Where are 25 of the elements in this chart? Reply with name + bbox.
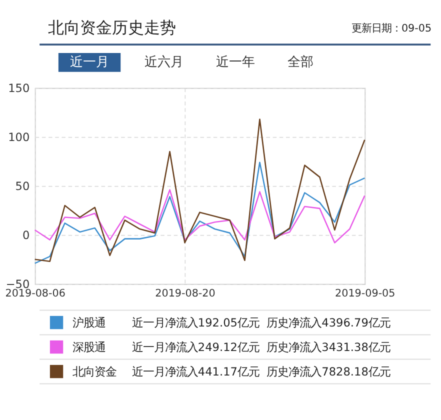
x-tick-label: 2019-08-20 [155, 288, 216, 300]
x-tick-label: 2019-09-05 [335, 288, 396, 300]
line-series [34, 118, 366, 262]
y-tick-label: 50 [15, 180, 30, 194]
text: 近一月净流入249.12亿元 [132, 340, 260, 354]
legend-label: 沪股通 [72, 316, 106, 330]
text: 近一年 [216, 55, 256, 70]
text: 历史净流入3431.38亿元 [266, 340, 390, 354]
text: 历史净流入4396.79亿元 [266, 316, 390, 330]
text: 近六月 [144, 55, 184, 70]
text: 全部 [288, 55, 314, 70]
y-tick-label: 100 [8, 131, 30, 144]
x-tick-label: 2019-08-06 [5, 288, 66, 300]
y-tick-label: 150 [8, 82, 30, 96]
text: 近一月净流入441.17亿元 [132, 365, 260, 378]
line-series [34, 162, 366, 264]
legend-label: 深股通 [72, 340, 106, 354]
y-tick-label: 0 [22, 229, 30, 242]
text: 更新日期：09-05 [351, 22, 432, 34]
legend-label: 北向资金 [72, 365, 117, 378]
text: 近一月 [70, 55, 110, 70]
line-series [34, 189, 366, 244]
text: 历史净流入7828.18亿元 [266, 365, 390, 378]
text: 近一月净流入192.05亿元 [132, 316, 260, 330]
chart-title: 北向资金历史走势 [48, 18, 176, 38]
